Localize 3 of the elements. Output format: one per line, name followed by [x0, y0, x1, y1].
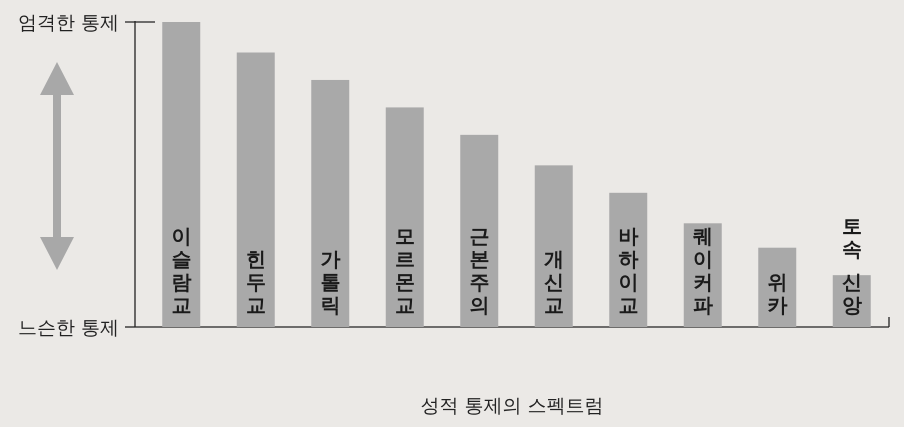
- annotation: 엄격한 통제: [18, 12, 119, 34]
- xlabel: 성적 통제의 스펙트럼: [420, 395, 604, 417]
- annotation: 느슨한 통제: [18, 317, 119, 339]
